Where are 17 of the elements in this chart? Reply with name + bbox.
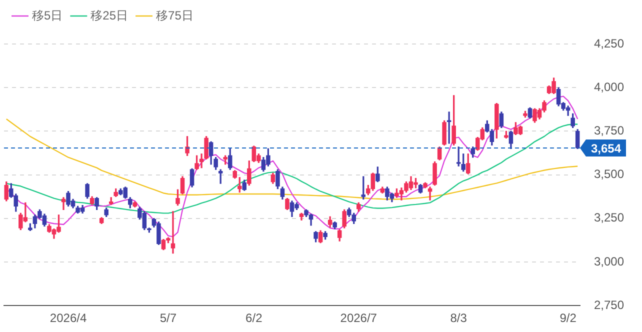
y-tick-label: 4,250 bbox=[594, 36, 624, 50]
x-tick-label: 2026/4 bbox=[50, 311, 87, 326]
x-tick-label: 6/2 bbox=[246, 311, 263, 326]
ref-line-label: 3,654 bbox=[590, 141, 622, 156]
x-tick-label: 5/7 bbox=[160, 311, 177, 326]
y-tick-label: 3,000 bbox=[594, 254, 624, 268]
y-tick-label: 3,250 bbox=[594, 210, 624, 225]
y-tick-label: 4,000 bbox=[594, 80, 624, 94]
x-tick-label: 8/3 bbox=[450, 311, 468, 326]
y-tick-label: 2,750 bbox=[594, 298, 624, 312]
x-tick-label: 9/2 bbox=[560, 311, 577, 326]
x-tick-label: 2026/7 bbox=[340, 311, 378, 326]
y-tick-label: 3,500 bbox=[594, 167, 624, 182]
legend-label: 移5日 bbox=[32, 8, 63, 22]
legend-label: 移25日 bbox=[90, 8, 128, 22]
legend-label: 移75日 bbox=[156, 8, 194, 22]
y-tick-label: 3,750 bbox=[594, 124, 624, 138]
